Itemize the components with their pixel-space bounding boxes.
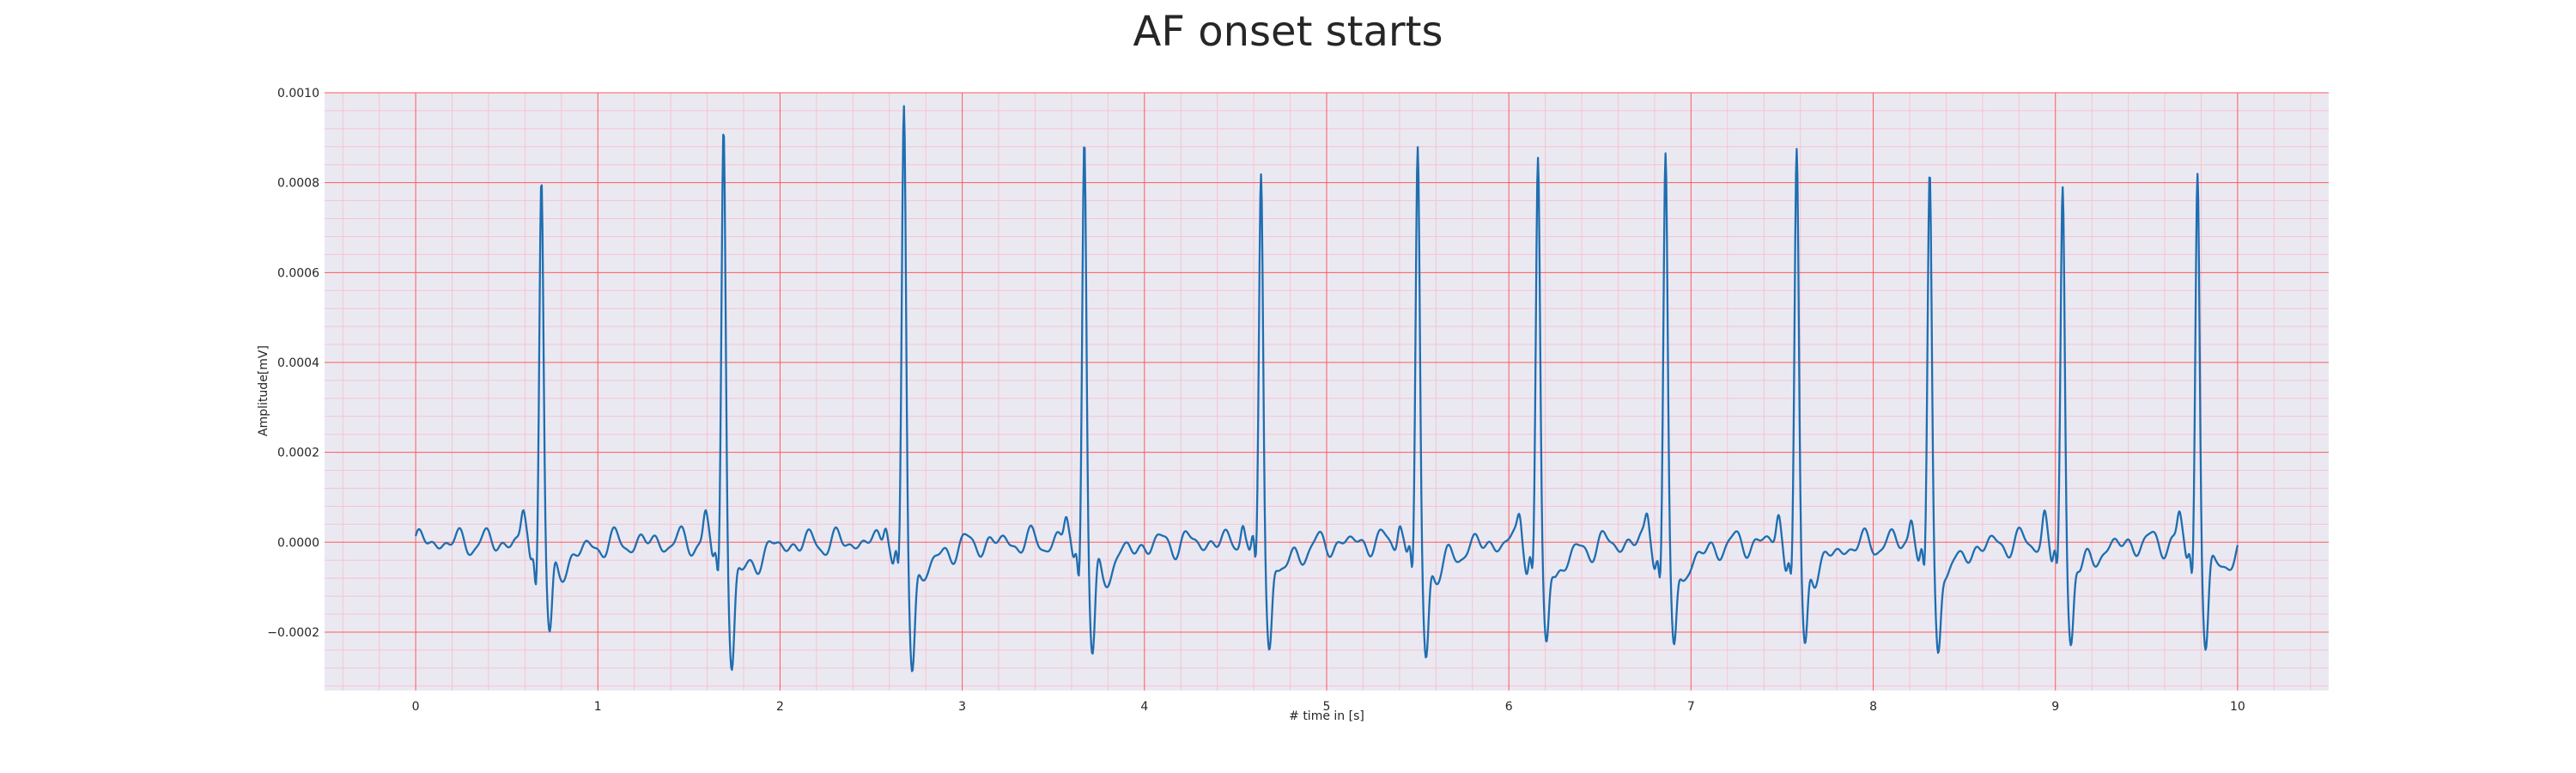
x-tick-label: 9	[2051, 700, 2059, 714]
x-tick-label: 6	[1505, 700, 1513, 714]
y-tick-label: 0.0008	[277, 177, 319, 191]
x-tick-label: 4	[1140, 700, 1148, 714]
x-tick-label: 2	[776, 700, 784, 714]
x-tick-label: 10	[2230, 700, 2245, 714]
chart-title: AF onset starts	[1133, 8, 1443, 56]
x-tick-label: 0	[412, 700, 420, 714]
y-tick-label: −0.0002	[267, 626, 319, 640]
y-tick-label: 0.0006	[277, 266, 319, 280]
y-tick-label: 0.0000	[277, 536, 319, 550]
major-grid	[325, 92, 2329, 691]
ecg-series-line	[414, 105, 2239, 673]
x-tick-label: 5	[1323, 700, 1331, 714]
x-tick-label: 8	[1869, 700, 1877, 714]
y-tick-label: 0.0010	[277, 87, 319, 100]
y-tick-label: 0.0002	[277, 447, 319, 460]
x-tick-label: 1	[594, 700, 602, 714]
x-axis-ticks: 0 1 2 3 4 5 6 7 8 9 10	[412, 700, 2245, 714]
y-axis-ticks: −0.0002 0.0000 0.0002 0.0004 0.0006 0.0008 0.0…	[267, 87, 319, 640]
x-axis-label: # time in [s]	[1289, 709, 1364, 723]
y-axis-label: Amplitude[mV]	[257, 345, 270, 436]
y-tick-label: 0.0004	[277, 356, 319, 370]
x-tick-label: 7	[1687, 700, 1695, 714]
x-tick-label: 3	[958, 700, 966, 714]
